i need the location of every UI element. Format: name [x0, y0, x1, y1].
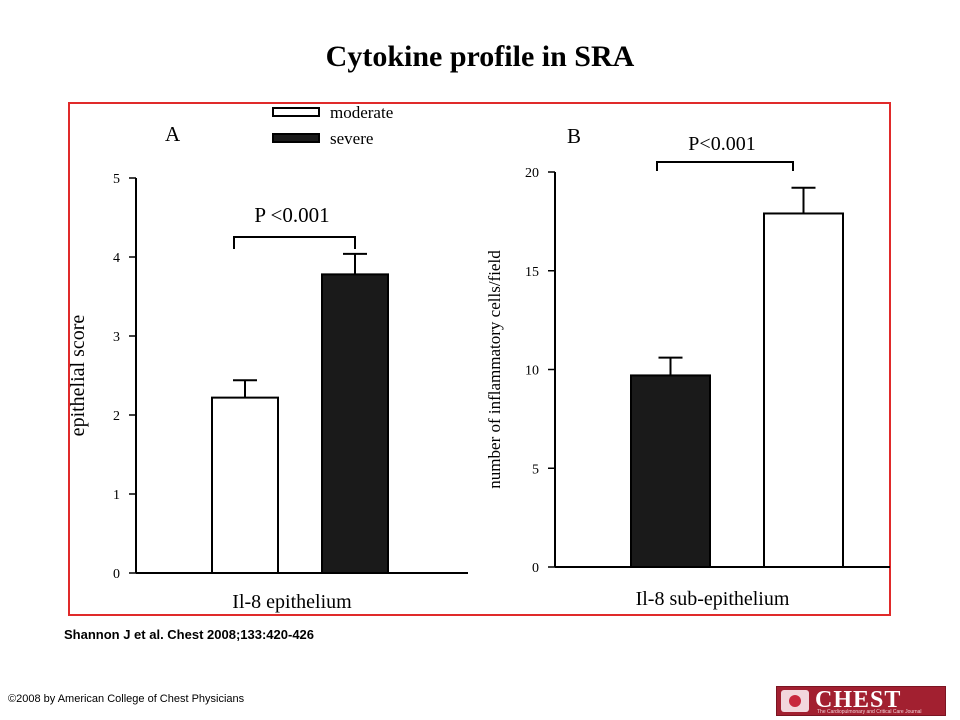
- lung-emblem-icon: [781, 690, 809, 712]
- figure-frame: [68, 102, 891, 616]
- panel-a-significance-label: P <0.001: [254, 203, 329, 227]
- slide-title: Cytokine profile in SRA: [325, 40, 635, 73]
- panel-b-y-tick-label: 10: [525, 364, 539, 379]
- panel-a-y-tick-label: 3: [113, 330, 120, 345]
- panel-a-y-axis-label: epithelial score: [67, 315, 89, 437]
- panel-a-bar-severe: [321, 273, 389, 574]
- panel-b-y-tick-label: 5: [532, 462, 539, 477]
- citation: Shannon J et al. Chest 2008;133:420-426: [64, 627, 315, 642]
- panel-a-significance-bracket: [233, 236, 356, 249]
- panel-b-x-axis-label: Il-8 sub-epithelium: [636, 588, 790, 610]
- panel-b-bar-moderate: [763, 212, 844, 568]
- panel-b-y-tick-label: 15: [525, 265, 539, 280]
- panel-b-y-axis-label: number of inflammatory cells/field: [485, 250, 504, 489]
- legend-label-severe: severe: [330, 129, 374, 148]
- panel-a-x-axis-label: Il-8 epithelium: [232, 591, 352, 613]
- panel-b-label: B: [567, 124, 582, 148]
- panel-b-significance-label: P<0.001: [688, 133, 755, 155]
- copyright-notice: ©2008 by American College of Chest Physi…: [8, 693, 245, 705]
- panel-a-y-tick-label: 1: [113, 488, 120, 503]
- legend-swatch-moderate: [272, 107, 320, 117]
- panel-a-bar-moderate: [211, 396, 279, 574]
- panel-a-y-tick-label: 0: [113, 567, 120, 582]
- panel-a-y-tick-label: 5: [113, 172, 120, 187]
- panel-b-y-tick-label: 0: [532, 561, 539, 576]
- panel-b-significance-bracket: [656, 161, 794, 171]
- panel-b-y-tick-label: 20: [525, 166, 539, 181]
- chest-journal-logo: CHEST The Cardiopulmonary and Critical C…: [776, 686, 946, 716]
- panel-a-y-tick-label: 2: [113, 409, 120, 424]
- panel-a-y-tick-label: 4: [113, 251, 120, 266]
- logo-subtitle: The Cardiopulmonary and Critical Care Jo…: [817, 709, 922, 715]
- legend-swatch-severe: [272, 133, 320, 143]
- panel-b-bar-severe: [630, 374, 711, 568]
- logo-text: CHEST: [815, 687, 902, 713]
- legend-label-moderate: moderate: [330, 103, 394, 122]
- panel-a-label: A: [165, 122, 181, 146]
